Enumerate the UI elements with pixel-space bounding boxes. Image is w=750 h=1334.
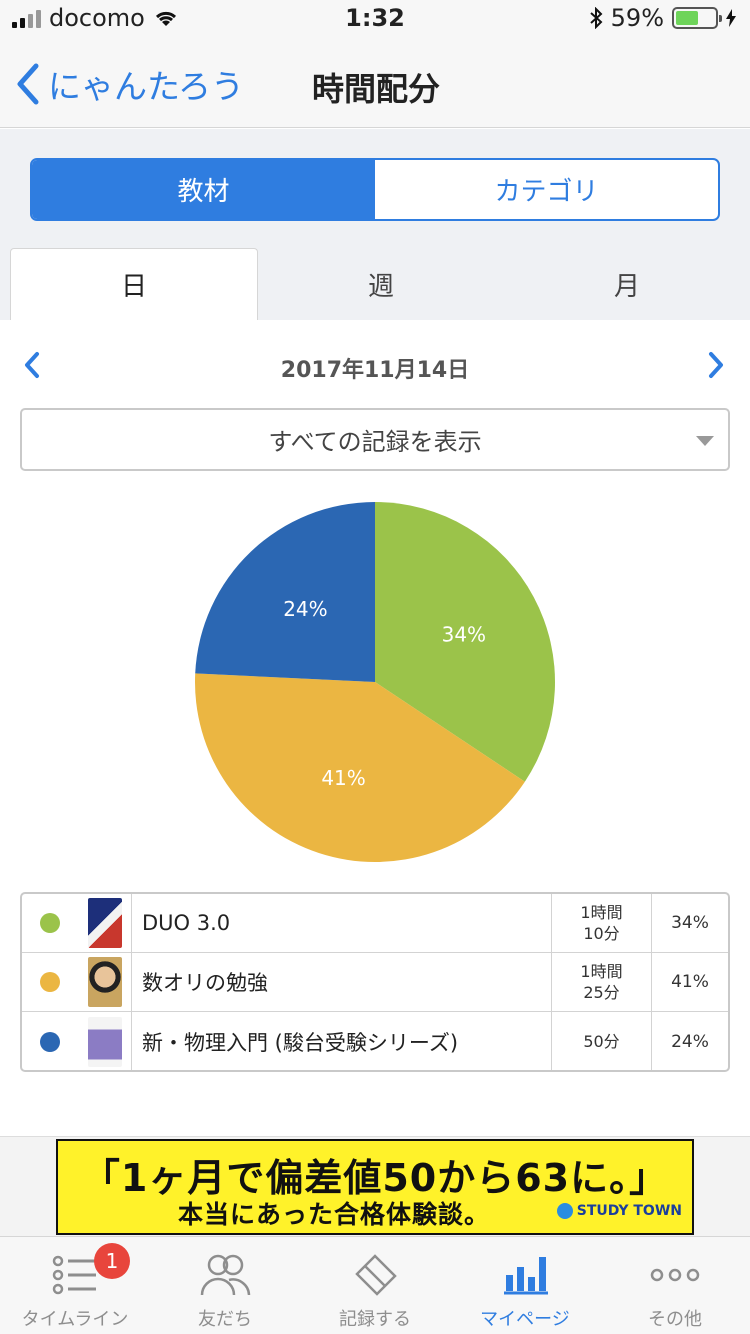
tab-label: その他 [648, 1309, 702, 1330]
duration: 1時間 10分 [552, 894, 652, 952]
percentage: 41% [671, 972, 709, 992]
pie-slice-label: 34% [442, 622, 486, 646]
tab-mypage[interactable]: マイページ [450, 1237, 600, 1334]
charging-icon [726, 9, 736, 27]
ad-area: 「1ヶ月で偏差値50から63に。」 本当にあった合格体験談。 STUDY TOW… [0, 1136, 750, 1236]
ad-subline: 本当にあった合格体験談。 [178, 1200, 491, 1229]
book-cover-image [87, 957, 122, 1007]
list-icon [52, 1255, 96, 1295]
bluetooth-icon [589, 7, 603, 29]
pie-slice-label: 24% [283, 597, 327, 621]
material-name: 数オリの勉強 [132, 953, 552, 1011]
tab-label: タイムライン [21, 1309, 129, 1330]
tab-week[interactable]: 週 [367, 271, 394, 302]
pie-slice-label: 41% [321, 766, 365, 790]
book-cover-image [87, 898, 122, 948]
material-name: 新・物理入門 (駿台受験シリーズ) [132, 1012, 552, 1070]
people-icon [200, 1254, 251, 1296]
wifi-icon [155, 11, 176, 26]
book-cover-image [87, 1016, 122, 1067]
duration: 1時間 25分 [552, 953, 652, 1011]
series-color-dot [40, 1031, 60, 1052]
ad-logo-text: STUDY TOWN [576, 1203, 682, 1219]
series-color-dot [40, 913, 60, 933]
ad-logo: STUDY TOWN [556, 1203, 682, 1219]
percentage: 24% [671, 1031, 709, 1052]
navigation-bar: にゃんたろう 時間配分 [0, 40, 750, 128]
bottom-tab-bar: 1 タイムライン 友だち 記録する マイページ [0, 1236, 750, 1334]
record-filter-select[interactable]: すべての記録を表示 [20, 408, 730, 471]
time-distribution-pie-chart: 34% 41% 24% [193, 500, 557, 864]
duration: 50分 [552, 1012, 652, 1070]
signal-icon [12, 8, 41, 28]
status-bar: docomo 1:32 59% [0, 0, 750, 40]
pie-slice-2 [195, 673, 525, 862]
tab-friends[interactable]: 友だち [150, 1237, 300, 1334]
tab-label: 友だち [198, 1309, 252, 1330]
segment-material[interactable]: 教材 [32, 160, 375, 219]
back-label: にゃんたろう [48, 67, 245, 106]
tab-record[interactable]: 記録する [300, 1237, 450, 1334]
carrier-info: docomo [12, 4, 179, 32]
segmented-control: 教材 カテゴリ [30, 158, 720, 221]
table-row[interactable]: DUO 3.0 1時間 10分 34% [22, 894, 728, 953]
bar-chart-icon [504, 1257, 548, 1295]
battery-icon [672, 7, 722, 29]
pie-slice-3 [195, 502, 375, 682]
tab-day[interactable]: 日 [10, 248, 258, 320]
status-right: 59% [589, 4, 736, 32]
table-row[interactable]: 数オリの勉強 1時間 25分 41% [22, 953, 728, 1012]
tab-timeline[interactable]: 1 タイムライン [0, 1237, 150, 1334]
chevron-left-icon [17, 63, 39, 105]
period-tabs: 日 週 月 [0, 248, 750, 320]
pie-chart-svg: 34% 41% 24% [195, 502, 555, 862]
carrier-name: docomo [49, 4, 145, 32]
pie-slice-1 [375, 502, 555, 782]
tab-label: 記録する [339, 1309, 411, 1330]
logo-mark-icon [556, 1203, 573, 1219]
distribution-legend-table: DUO 3.0 1時間 10分 34% 数オリの勉強 1時間 25分 41% 新… [20, 892, 730, 1072]
chevron-left-icon[interactable] [22, 350, 42, 380]
back-button[interactable]: にゃんたろう [16, 60, 244, 108]
percentage: 34% [671, 913, 709, 933]
material-name: DUO 3.0 [132, 894, 552, 952]
page-title: 時間配分 [312, 70, 441, 108]
tab-other[interactable]: その他 [600, 1237, 750, 1334]
current-date: 2017年11月14日 [280, 358, 470, 383]
clock: 1:32 [345, 4, 405, 32]
ad-banner[interactable]: 「1ヶ月で偏差値50から63に。」 本当にあった合格体験談。 STUDY TOW… [56, 1139, 694, 1235]
tab-label: マイページ [480, 1309, 570, 1330]
ad-headline: 「1ヶ月で偏差値50から63に。」 [81, 1156, 669, 1200]
series-color-dot [40, 972, 60, 992]
chevron-right-icon[interactable] [706, 350, 726, 380]
battery-percent: 59% [610, 4, 664, 32]
caret-down-icon [696, 436, 714, 446]
notification-badge: 1 [94, 1243, 130, 1279]
record-filter-value: すべての記録を表示 [268, 428, 482, 456]
more-icon [650, 1268, 700, 1282]
date-navigator: 2017年11月14日 [0, 340, 750, 390]
segment-category[interactable]: カテゴリ [494, 177, 599, 207]
tab-month[interactable]: 月 [613, 271, 640, 302]
eraser-icon [355, 1254, 397, 1296]
table-row[interactable]: 新・物理入門 (駿台受験シリーズ) 50分 24% [22, 1012, 728, 1070]
